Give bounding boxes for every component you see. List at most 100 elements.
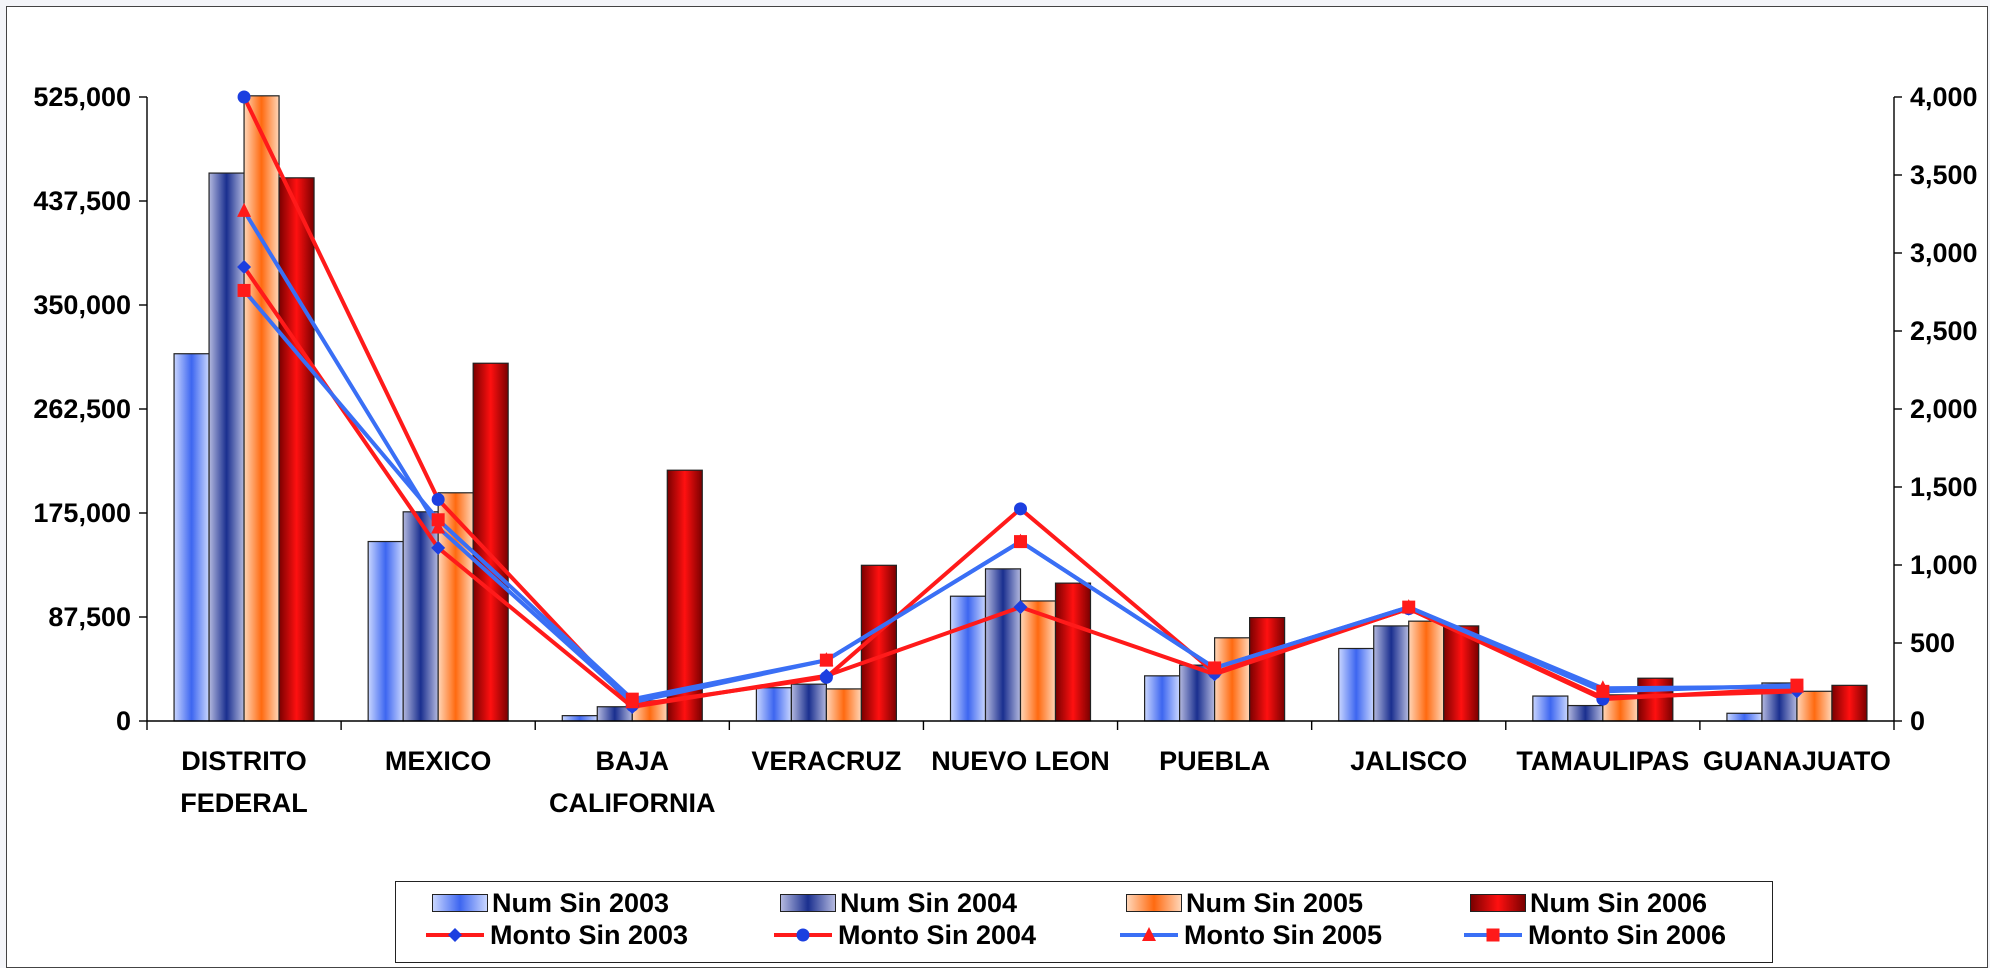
legend-marker [1142,927,1156,941]
right-tick-label: 2,000 [1910,394,1978,424]
x-tick-label: PUEBLA [1159,746,1270,776]
legend-item-num-2003: Num Sin 2003 [432,888,669,918]
line-point [1014,502,1027,516]
line-point [1013,600,1028,615]
legend-swatch [780,894,836,912]
bar [1408,620,1445,722]
x-tick-label: BAJA [596,746,670,776]
legend-swatch [432,894,488,912]
bar [173,353,210,722]
line-point [1402,600,1416,614]
legend-line-marker [774,928,832,942]
line-point [1596,684,1610,698]
x-tick-label: JALISCO [1350,746,1467,776]
bar [1054,582,1092,722]
x-tick-label: FEDERAL [180,788,308,818]
left-tick-label: 175,000 [33,498,131,528]
line-point [1014,535,1027,549]
x-tick-label: VERACRUZ [751,746,901,776]
left-tick-label: 262,500 [33,394,131,424]
line-point [819,653,833,667]
bar [1637,677,1674,722]
bar [755,687,792,722]
left-tick-label: 87,500 [48,602,131,632]
bar [1249,616,1286,722]
bar [825,688,862,722]
right-tick-label: 2,500 [1910,316,1978,346]
right-tick-label: 4,000 [1910,82,1978,112]
x-tick-label: TAMAULIPAS [1516,746,1689,776]
line-point [1790,678,1804,692]
right-tick-label: 3,500 [1910,160,1978,190]
legend-label: Monto Sin 2005 [1184,919,1383,950]
line-point [237,260,252,275]
legend-item-num-2004: Num Sin 2004 [780,888,1017,918]
legend-item-monto-2004: Monto Sin 2004 [772,920,1036,950]
legend-marker [796,928,810,942]
line-point [431,519,446,534]
bar [243,95,280,722]
bar [1796,690,1833,722]
bar [1726,712,1763,722]
bar [1831,684,1868,722]
legend-marker [448,928,462,942]
line-point [625,692,639,706]
line-point [237,202,252,217]
chart-frame: 0 87,500 175,000 262,500 350,000 437,500 525,0… [6,6,1988,968]
legend-label: Monto Sin 2006 [1528,919,1727,950]
bar [1019,600,1057,722]
legend-item-monto-2005: Monto Sin 2005 [1118,920,1382,950]
bar [666,469,703,722]
chart-legend: Num Sin 2003 Num Sin 2004 Num Sin 2005 N… [395,881,1773,963]
right-tick-label: 500 [1910,628,1955,658]
bar [1532,695,1569,722]
bar [367,540,404,722]
line-point [237,283,251,297]
x-tick-label: CALIFORNIA [549,788,715,818]
right-tick-label: 3,000 [1910,238,1978,268]
bar [1373,625,1410,722]
line-point [237,90,251,104]
bar [208,172,245,722]
bar [790,683,827,722]
chart-plot: 0 87,500 175,000 262,500 350,000 437,500 525,0… [33,82,1978,818]
legend-label: Num Sin 2003 [492,887,670,918]
bar [949,595,987,722]
x-tick-label: NUEVO LEON [931,746,1110,776]
line-point [431,492,445,506]
legend-label: Num Sin 2006 [1530,887,1708,918]
legend-item-monto-2003: Monto Sin 2003 [424,920,688,950]
legend-line-marker [1464,928,1522,942]
left-tick-label: 350,000 [33,290,131,320]
bar [984,568,1022,722]
bar [278,177,315,722]
legend-item-num-2005: Num Sin 2005 [1126,888,1363,918]
legend-label: Num Sin 2004 [840,887,1018,918]
bar [1144,675,1181,722]
legend-item-num-2006: Num Sin 2006 [1470,888,1707,918]
right-tick-label: 1,500 [1910,472,1978,502]
x-tick-label: DISTRITO [181,746,307,776]
line-point [819,670,833,684]
bar [561,715,598,722]
left-tick-label: 525,000 [33,82,131,112]
legend-line-marker [426,928,484,942]
line-point [1208,661,1222,675]
legend-label: Num Sin 2005 [1186,887,1364,918]
legend-marker [1486,928,1500,942]
x-tick-label: GUANAJUATO [1703,746,1891,776]
bar [1567,704,1604,722]
line-point [431,513,445,527]
line-point [431,540,446,555]
legend-swatch [1126,894,1182,912]
bar [1443,625,1480,722]
right-tick-label: 1,000 [1910,550,1978,580]
legend-swatch [1470,894,1526,912]
legend-item-monto-2006: Monto Sin 2006 [1462,920,1726,950]
legend-line-marker [1120,927,1178,941]
legend-label: Monto Sin 2004 [838,919,1037,950]
left-tick-label: 0 [116,706,131,736]
x-tick-label: MEXICO [385,746,492,776]
right-tick-label: 0 [1910,706,1925,736]
left-tick-label: 437,500 [33,186,131,216]
